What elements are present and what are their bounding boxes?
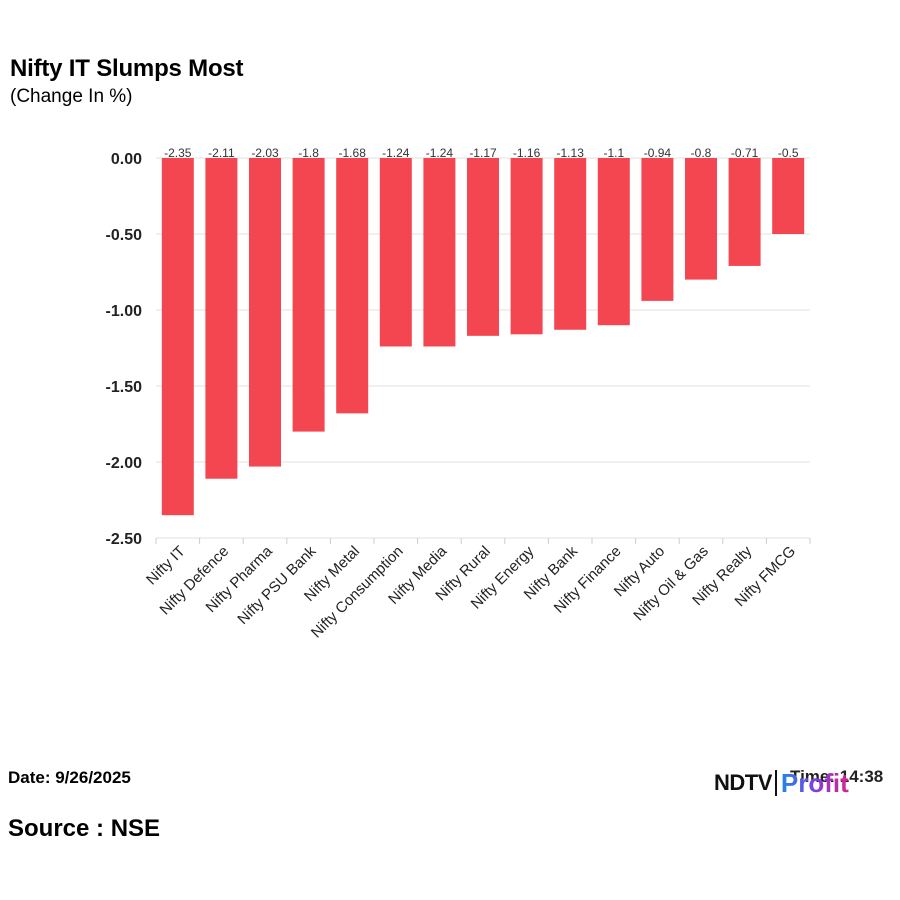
date-label: Date: 9/26/2025 bbox=[8, 768, 131, 787]
bar-value-label: -2.03 bbox=[251, 146, 279, 160]
bar bbox=[772, 158, 805, 234]
bar-value-label: -2.35 bbox=[164, 146, 192, 160]
bar bbox=[292, 158, 325, 432]
bar bbox=[510, 158, 543, 335]
bar bbox=[685, 158, 717, 280]
bar-value-label: -1.68 bbox=[339, 146, 367, 160]
ndtv-profit-logo: NDTV Profit bbox=[714, 765, 849, 801]
source-label: Source : NSE bbox=[8, 815, 161, 842]
bar-value-label: -0.5 bbox=[778, 146, 799, 160]
y-tick-label: -2.50 bbox=[106, 531, 143, 548]
bar bbox=[467, 158, 499, 336]
logo-ndtv-text: NDTV bbox=[714, 770, 772, 795]
bar-value-label: -0.71 bbox=[731, 146, 759, 160]
bar bbox=[423, 158, 456, 347]
logo-profit-text: Profit bbox=[780, 767, 849, 798]
chart-title: Nifty IT Slumps Most bbox=[10, 55, 244, 82]
bar bbox=[205, 158, 238, 479]
logo-separator bbox=[774, 770, 777, 796]
y-tick-label: 0.00 bbox=[111, 151, 142, 168]
bar-value-label: -0.8 bbox=[691, 146, 712, 160]
bar bbox=[161, 158, 194, 516]
bar bbox=[554, 158, 587, 330]
chart-subtitle: (Change In %) bbox=[10, 86, 133, 107]
y-tick-label: -1.00 bbox=[106, 303, 143, 320]
bar bbox=[336, 158, 369, 414]
bar bbox=[379, 158, 412, 347]
x-category-label: Nifty PSU Bank bbox=[234, 542, 319, 627]
bar-value-label: -1.13 bbox=[557, 146, 585, 160]
bar-value-label: -1.1 bbox=[603, 146, 624, 160]
bar-value-label: -1.24 bbox=[382, 146, 410, 160]
bar bbox=[249, 158, 281, 467]
bar bbox=[597, 158, 630, 326]
bar bbox=[641, 158, 674, 301]
bar-value-label: -1.16 bbox=[513, 146, 541, 160]
y-tick-label: -1.50 bbox=[106, 379, 143, 396]
bar-value-label: -0.94 bbox=[644, 146, 672, 160]
bar-value-label: -1.8 bbox=[298, 146, 319, 160]
x-category-label: Nifty Oil & Gas bbox=[630, 543, 712, 625]
bar-value-label: -1.24 bbox=[426, 146, 454, 160]
y-tick-label: -0.50 bbox=[106, 227, 143, 244]
bar-value-label: -2.11 bbox=[208, 146, 235, 160]
bar-value-label: -1.17 bbox=[469, 146, 497, 160]
time-label: Time: 14:38 bbox=[790, 767, 884, 786]
y-tick-label: -2.00 bbox=[106, 455, 143, 472]
bar bbox=[728, 158, 761, 266]
